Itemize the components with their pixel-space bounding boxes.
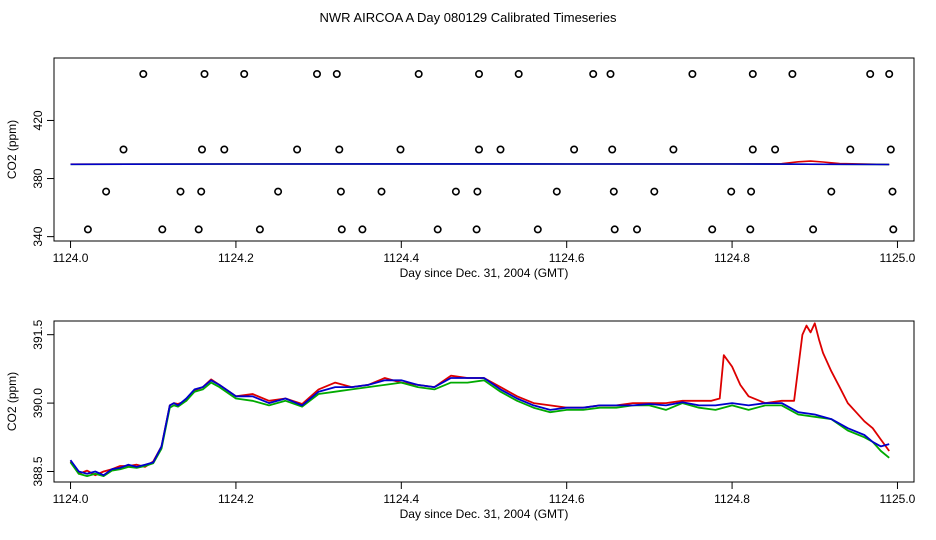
top-data-point	[809, 225, 818, 234]
top-data-point	[274, 187, 283, 196]
top-x-axis-title: Day since Dec. 31, 2004 (GMT)	[400, 266, 569, 280]
top-data-point	[827, 187, 836, 196]
top-x-tick-label: 1124.6	[549, 251, 585, 265]
top-x-tick-label: 1124.8	[714, 251, 750, 265]
top-data-point	[606, 70, 615, 79]
bottom-x-tick-label: 1124.6	[549, 492, 585, 506]
top-data-point	[746, 225, 755, 234]
top-data-point	[514, 70, 523, 79]
top-data-point	[632, 225, 641, 234]
top-data-point	[552, 187, 561, 196]
top-data-point	[748, 145, 757, 154]
top-data-point	[609, 187, 618, 196]
top-data-point	[886, 145, 895, 154]
bottom-y-tick-label: 388.5	[31, 456, 45, 486]
top-data-point	[293, 145, 302, 154]
top-data-point	[139, 70, 148, 79]
bottom-x-tick-label: 1124.8	[714, 492, 750, 506]
top-data-point	[197, 187, 206, 196]
top-data-point	[377, 187, 386, 196]
top-data-point	[473, 187, 482, 196]
top-y-tick-label: 340	[31, 226, 45, 246]
top-data-point	[255, 225, 264, 234]
top-data-point	[885, 70, 894, 79]
top-data-point	[102, 187, 111, 196]
top-data-point	[396, 145, 405, 154]
top-data-point	[451, 187, 460, 196]
top-data-point	[358, 225, 367, 234]
top-data-point	[708, 225, 717, 234]
top-data-point	[496, 145, 505, 154]
top-plot-frame	[53, 57, 915, 242]
top-data-point	[176, 187, 185, 196]
top-data-point	[888, 187, 897, 196]
top-y-tick-label: 380	[31, 168, 45, 188]
top-data-point	[200, 70, 209, 79]
top-data-point	[312, 70, 321, 79]
top-data-point	[771, 145, 780, 154]
top-series-line-2	[70, 163, 890, 166]
top-data-point	[335, 145, 344, 154]
top-data-point	[472, 225, 481, 234]
top-data-point	[727, 187, 736, 196]
top-data-point	[474, 145, 483, 154]
top-data-point	[889, 225, 898, 234]
top-data-point	[866, 70, 875, 79]
top-panel-co2-scatter: 1124.0 1124.2 1124.4 1124.6 1124.8 1125.0 340 3…	[5, 57, 916, 280]
top-data-point	[474, 70, 483, 79]
bottom-plot-frame	[53, 320, 915, 483]
top-data-point	[748, 70, 757, 79]
bottom-panel-co2-timeseries: 1124.0 1124.2 1124.4 1124.6 1124.8 1125.0 388.…	[5, 319, 916, 521]
top-data-point	[337, 225, 346, 234]
top-x-tick-label: 1124.2	[218, 251, 254, 265]
top-data-point	[414, 70, 423, 79]
bottom-series-line-1	[69, 379, 890, 478]
top-data-point	[846, 145, 855, 154]
top-data-point	[332, 70, 341, 79]
bottom-y-axis-title: CO2 (ppm)	[5, 372, 19, 431]
bottom-x-axis-title: Day since Dec. 31, 2004 (GMT)	[400, 507, 569, 521]
top-data-point	[650, 187, 659, 196]
bottom-y-tick-label: 390.0	[31, 388, 45, 418]
top-x-tick-label: 1124.4	[383, 251, 419, 265]
top-data-point	[240, 70, 249, 79]
top-data-point	[194, 225, 203, 234]
top-data-point	[747, 187, 756, 196]
top-data-point	[589, 70, 598, 79]
top-data-point	[788, 70, 797, 79]
top-data-point	[336, 187, 345, 196]
bottom-series-line-2	[69, 377, 890, 477]
bottom-x-tick-label: 1124.4	[383, 492, 419, 506]
top-x-tick-label: 1125.0	[880, 251, 916, 265]
bottom-x-tick-label: 1124.2	[218, 492, 254, 506]
top-data-point	[688, 70, 697, 79]
top-x-tick-label: 1124.0	[53, 251, 89, 265]
bottom-y-tick-label: 391.5	[31, 319, 45, 349]
bottom-x-tick-label: 1125.0	[880, 492, 916, 506]
bottom-series-line-0	[69, 322, 890, 477]
top-y-axis-title: CO2 (ppm)	[5, 120, 19, 179]
figure-title: NWR AIRCOA A Day 080129 Calibrated Times…	[320, 10, 617, 25]
top-y-tick-label: 420	[31, 110, 45, 130]
top-data-point	[83, 225, 92, 234]
top-data-point	[533, 225, 542, 234]
top-data-point	[433, 225, 442, 234]
bottom-x-tick-label: 1124.0	[53, 492, 89, 506]
top-data-point	[198, 145, 207, 154]
top-data-point	[610, 225, 619, 234]
top-data-point	[158, 225, 167, 234]
top-data-point	[119, 145, 128, 154]
top-data-point	[608, 145, 617, 154]
top-data-point	[669, 145, 678, 154]
top-data-point	[570, 145, 579, 154]
top-data-point	[220, 145, 229, 154]
